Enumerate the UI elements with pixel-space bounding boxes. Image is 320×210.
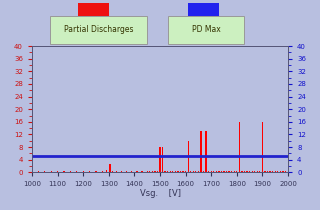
Bar — [180, 171, 181, 172]
Bar — [195, 171, 196, 172]
Bar — [205, 131, 207, 172]
Bar — [136, 171, 138, 172]
Bar — [177, 171, 179, 172]
FancyBboxPatch shape — [168, 16, 244, 44]
Text: Partial Discharges: Partial Discharges — [64, 25, 133, 34]
Text: PD Max: PD Max — [192, 25, 220, 34]
Bar — [264, 171, 266, 172]
Bar — [267, 171, 268, 172]
Bar — [38, 171, 39, 172]
Bar — [244, 171, 245, 172]
Bar — [70, 171, 71, 172]
Bar — [83, 171, 84, 172]
Bar — [162, 147, 163, 172]
Bar — [188, 141, 189, 172]
Bar — [234, 171, 235, 172]
Bar — [275, 171, 276, 172]
Bar — [259, 171, 260, 172]
Bar — [221, 171, 222, 172]
Bar — [252, 171, 253, 172]
Bar — [269, 171, 271, 172]
Bar — [280, 171, 281, 172]
Bar — [228, 171, 230, 172]
Bar — [170, 171, 171, 172]
Bar — [223, 171, 225, 172]
X-axis label: Vsg.    [V]: Vsg. [V] — [140, 189, 180, 198]
Bar — [76, 171, 77, 172]
Bar — [152, 171, 153, 172]
Bar — [159, 147, 161, 172]
Bar — [102, 171, 103, 172]
Bar — [126, 171, 127, 172]
Bar — [89, 171, 90, 172]
FancyBboxPatch shape — [78, 3, 109, 16]
Bar — [213, 171, 214, 172]
Bar — [226, 171, 227, 172]
Bar — [216, 171, 217, 172]
FancyBboxPatch shape — [50, 16, 147, 44]
Bar — [116, 171, 117, 172]
Bar — [193, 171, 194, 172]
Bar — [149, 171, 150, 172]
Bar — [254, 171, 255, 172]
Bar — [57, 171, 58, 172]
Bar — [208, 171, 209, 172]
Bar — [164, 171, 166, 172]
Bar — [121, 171, 122, 172]
Bar — [277, 171, 278, 172]
Bar — [44, 171, 45, 172]
Bar — [106, 170, 107, 172]
Bar — [157, 171, 158, 172]
Bar — [211, 171, 212, 172]
Bar — [200, 131, 202, 172]
Bar — [190, 171, 191, 172]
Bar — [141, 171, 143, 172]
Bar — [203, 171, 204, 172]
Bar — [167, 171, 168, 172]
FancyBboxPatch shape — [188, 3, 219, 16]
Bar — [282, 171, 284, 172]
Bar — [154, 171, 156, 172]
Bar — [63, 171, 65, 172]
Bar — [95, 171, 97, 172]
Bar — [51, 171, 52, 172]
Bar — [236, 171, 237, 172]
Bar — [109, 164, 111, 172]
Bar — [198, 171, 199, 172]
Bar — [218, 171, 220, 172]
Bar — [231, 171, 232, 172]
Bar — [241, 171, 243, 172]
Bar — [112, 171, 113, 172]
Bar — [147, 171, 148, 172]
Bar — [285, 171, 286, 172]
Bar — [131, 171, 132, 172]
Bar — [272, 171, 273, 172]
Bar — [175, 171, 176, 172]
Bar — [239, 122, 240, 172]
Bar — [262, 122, 263, 172]
Bar — [185, 171, 186, 172]
Bar — [257, 171, 258, 172]
Bar — [172, 171, 173, 172]
Bar — [182, 171, 184, 172]
Bar — [249, 171, 250, 172]
Bar — [246, 171, 248, 172]
